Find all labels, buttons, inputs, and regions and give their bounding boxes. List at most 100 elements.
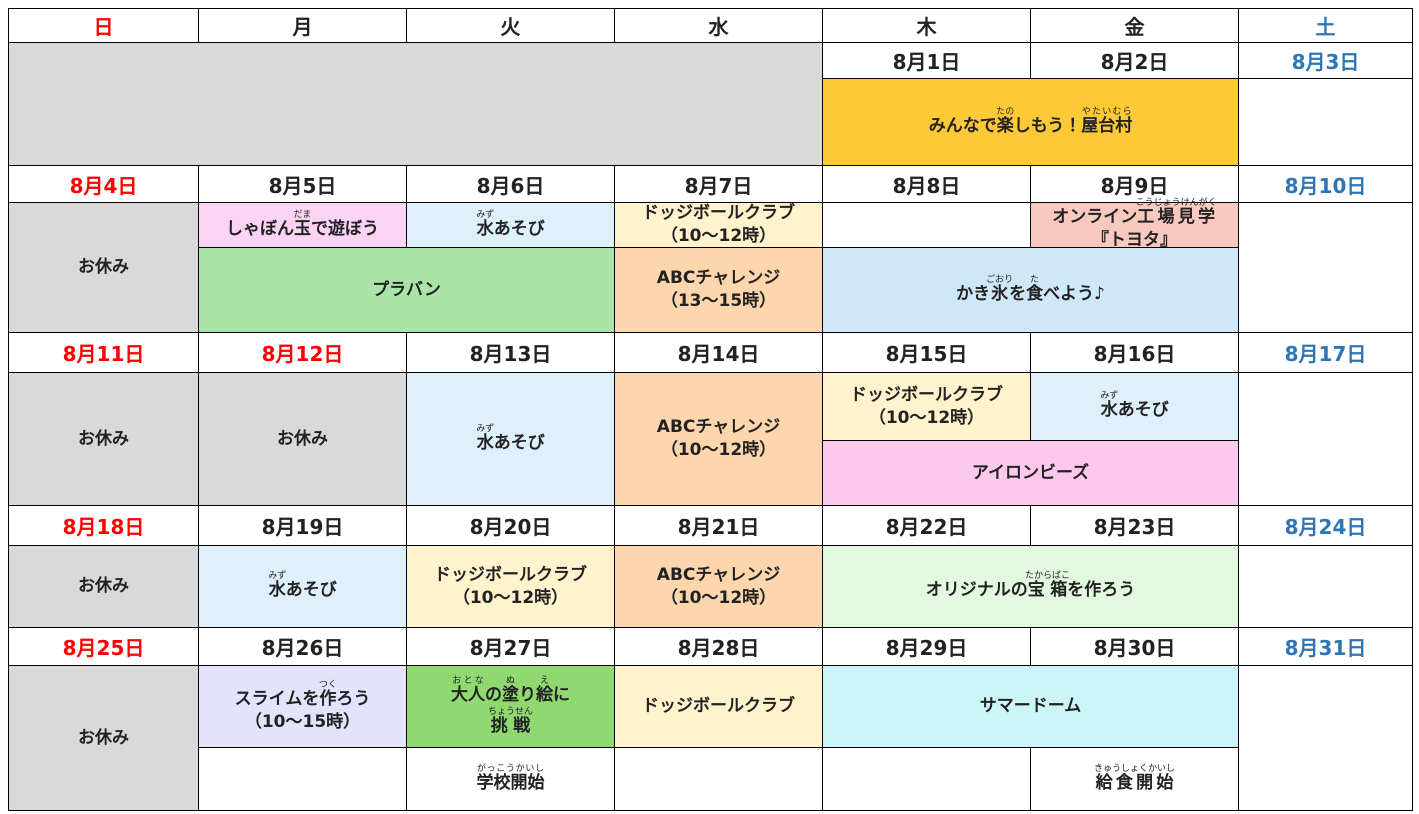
day-header: 火 [406, 8, 615, 43]
date: 8月2日 [1030, 42, 1239, 79]
event: みんなで楽たのしもう！屋台村やたいむら [822, 78, 1239, 166]
ruby-text: 水みず [476, 424, 495, 453]
day-header: 日 [8, 8, 199, 43]
empty-cell [822, 747, 1031, 811]
event: かき氷ごおりを食たべよう♪ [822, 247, 1239, 333]
furigana: え [536, 675, 553, 686]
text: ABCチャレンジ [656, 564, 781, 585]
event-line: しゃぼん玉だまで遊ぼう [226, 210, 379, 241]
event-line: （10〜15時） [245, 711, 360, 734]
ruby-text: 大人おとな [451, 676, 485, 705]
event: お休み [8, 202, 199, 333]
text: お休み [78, 428, 129, 449]
text: かき [956, 283, 991, 304]
kanji: 水 [476, 218, 495, 239]
event-line: 給食開始きゅうしょくかいし [1094, 764, 1175, 795]
empty-cell [198, 747, 407, 811]
date: 8月3日 [1238, 42, 1413, 79]
date: 8月8日 [822, 165, 1031, 203]
furigana: がっこうかいし [476, 763, 545, 774]
text: （10〜12時） [868, 407, 985, 428]
text: ドッジボールクラブ [850, 384, 1003, 405]
date: 8月25日 [8, 627, 199, 666]
date: 8月15日 [822, 332, 1031, 373]
event-line: みんなで楽たのしもう！屋台村やたいむら [929, 107, 1133, 138]
kanji: 宝箱 [1024, 580, 1070, 601]
empty-cell [8, 42, 823, 166]
text: （10〜12時） [452, 587, 569, 608]
text: お休み [78, 576, 129, 597]
event: 水みずあそび [406, 202, 615, 248]
date: 8月20日 [406, 505, 615, 546]
date: 8月13日 [406, 332, 615, 373]
ruby-text: 玉だま [293, 210, 312, 239]
kanji: 挑戦 [487, 715, 533, 736]
furigana: みず [476, 423, 495, 434]
text: サマードーム [979, 696, 1082, 717]
event-line: 挑戦ちょうせん [488, 707, 533, 738]
text: （10〜12時） [660, 587, 777, 608]
day-header: 木 [822, 8, 1031, 43]
event-line: ABCチャレンジ [657, 416, 780, 439]
date: 8月27日 [406, 627, 615, 666]
empty-cell [1238, 202, 1413, 333]
kanji: 水 [1100, 400, 1119, 421]
text: を作ろう [1067, 580, 1136, 601]
event: ABCチャレンジ （10〜12時） [614, 545, 823, 628]
furigana: みず [1100, 391, 1119, 402]
empty-cell [1238, 665, 1413, 811]
event-line: 水みずあそび [476, 424, 545, 455]
day-header: 水 [614, 8, 823, 43]
event: ABCチャレンジ （13〜15時） [614, 247, 823, 333]
kanji: 食 [1026, 283, 1044, 304]
furigana: ごおり [986, 274, 1014, 285]
event-line: 水みずあそび [476, 210, 545, 241]
kanji: 塗 [502, 684, 519, 705]
event: ドッジボールクラブ [614, 665, 823, 748]
date: 8月21日 [614, 505, 823, 546]
kanji: 楽 [996, 115, 1015, 136]
text: あそび [493, 432, 545, 453]
text: ドッジボールクラブ [434, 564, 587, 585]
event-line: お休み [78, 428, 129, 451]
kanji: 水 [476, 432, 495, 453]
furigana: こうじょうけんがく [1135, 198, 1217, 209]
text: 『トヨタ』 [1092, 230, 1177, 250]
text: ドッジボールクラブ [642, 696, 795, 717]
text: で遊ぼう [310, 218, 379, 239]
event-line: （10〜12時） [661, 587, 776, 610]
ruby-text: 作つく [319, 680, 337, 709]
date: 8月23日 [1030, 505, 1239, 546]
furigana: みず [476, 209, 495, 220]
kanji: 給食開始 [1093, 772, 1175, 793]
furigana: たからばこ [1024, 571, 1070, 582]
empty-cell [822, 202, 1031, 248]
date: 8月31日 [1238, 627, 1413, 666]
date: 8月26日 [198, 627, 407, 666]
event: 水みずあそび [1030, 372, 1239, 441]
text: ろう [336, 688, 371, 709]
event-line: 水みずあそび [1100, 391, 1169, 422]
text: の [485, 684, 502, 705]
date: 8月17日 [1238, 332, 1413, 373]
kanji: 氷 [986, 283, 1014, 304]
ruby-text: 塗ぬ [502, 676, 519, 705]
text: オンライン [1052, 207, 1138, 228]
text: あそび [493, 218, 545, 239]
event-line: （10〜12時） [453, 587, 568, 610]
event-line: オリジナルの宝箱たからばこを作ろう [926, 571, 1136, 602]
event: しゃぼん玉だまで遊ぼう [198, 202, 407, 248]
event-line: 水みずあそび [268, 571, 337, 602]
text: スライムを [234, 688, 320, 709]
date: 8月30日 [1030, 627, 1239, 666]
empty-cell [1238, 545, 1413, 628]
kanji: 屋台村 [1081, 115, 1133, 136]
event: 水みずあそび [406, 372, 615, 506]
furigana: つく [318, 679, 337, 690]
text: ドッジボールクラブ [642, 203, 795, 224]
kanji: 玉 [293, 218, 312, 239]
event-line: ドッジボールクラブ [850, 384, 1003, 407]
date: 8月14日 [614, 332, 823, 373]
text: （10〜15時） [244, 711, 361, 732]
furigana: たの [996, 106, 1015, 117]
